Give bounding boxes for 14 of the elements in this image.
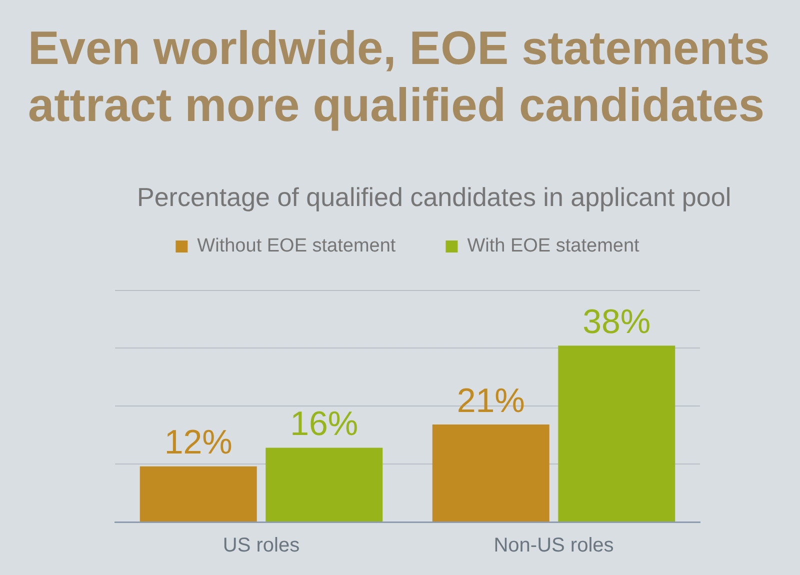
- x-tick-label: US roles: [222, 534, 300, 557]
- x-tick-label: Non-US roles: [494, 534, 614, 557]
- data-label: 16%: [290, 405, 358, 444]
- chart-subtitle: Percentage of qualified candidates in applicant pool: [137, 182, 732, 212]
- data-label: 21%: [456, 382, 525, 420]
- bar: [140, 466, 257, 522]
- data-label: 12%: [164, 424, 232, 462]
- bar: [558, 346, 676, 522]
- bar: [432, 424, 550, 522]
- bar: [266, 448, 383, 522]
- legend-label: Without EOE statement: [197, 236, 396, 257]
- data-label: 38%: [582, 303, 651, 342]
- chart-title: Even worldwide, EOE statements attract more qualified candidates: [28, 20, 771, 133]
- legend-label: With EOE statement: [467, 236, 640, 257]
